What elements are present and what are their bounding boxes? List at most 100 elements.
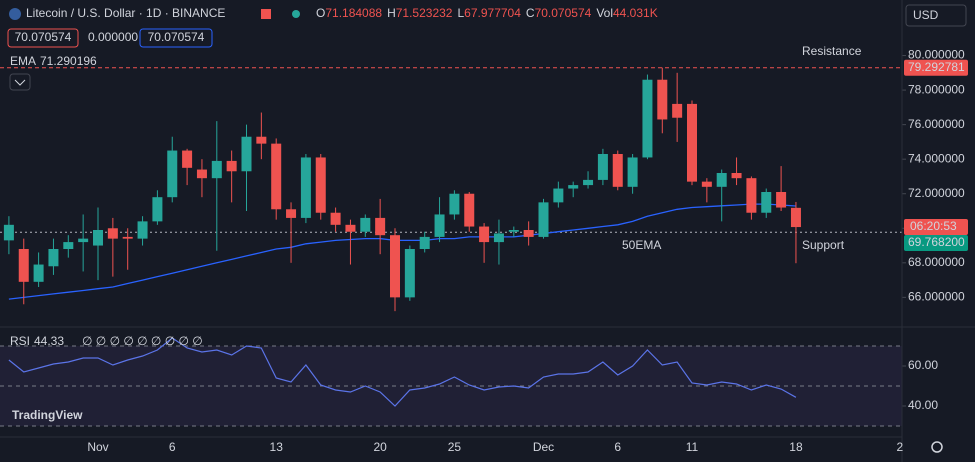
candle-body <box>211 160 222 179</box>
candle-body <box>568 185 579 189</box>
candle-body <box>345 224 356 232</box>
resistance-annotation: Resistance <box>802 44 862 58</box>
candle-body <box>315 157 326 213</box>
candle-body <box>375 217 386 236</box>
candle-body <box>256 136 267 144</box>
ohlc-legend: O71.184088 H71.523232 L67.977704 C70.070574… <box>316 6 658 20</box>
low-value: 67.977704 <box>464 6 521 20</box>
x-tick-label: 2 <box>897 440 904 454</box>
candle-body <box>286 209 297 218</box>
candle-body <box>508 230 519 232</box>
candle-body <box>657 79 668 120</box>
ema-value: 71.290196 <box>40 54 97 68</box>
candle-body <box>746 178 757 213</box>
candle-body <box>493 233 504 243</box>
candle-body <box>167 150 178 198</box>
x-tick-label: 18 <box>789 440 803 454</box>
low-label: L <box>457 6 464 20</box>
candle-body <box>612 154 623 187</box>
candle-body <box>538 202 549 237</box>
sell-price: 70.070574 <box>15 30 72 44</box>
y-tick-label: 74.000000 <box>908 151 965 165</box>
support-price: 69.768200 <box>908 235 965 249</box>
buy-box[interactable] <box>139 28 213 48</box>
symbol-title: Litecoin / U.S. Dollar · 1D · BINANCE <box>26 6 225 20</box>
y-tick-label: 60.00 <box>908 358 938 372</box>
candle-body <box>449 193 460 215</box>
rsi-hidden-values: ∅ ∅ ∅ ∅ ∅ ∅ ∅ ∅ ∅ <box>82 334 203 348</box>
x-tick-label: 20 <box>373 440 387 454</box>
watermark: TradingView <box>12 408 83 422</box>
candle-body <box>196 169 207 179</box>
candle-body <box>687 103 697 182</box>
x-tick-label: 6 <box>614 440 621 454</box>
x-tick-label: Dec <box>533 440 554 454</box>
y-tick-label: 78.000000 <box>908 82 965 96</box>
y-tick-label: 66.000000 <box>908 290 965 304</box>
candle-body <box>553 188 564 203</box>
open-value: 71.184088 <box>325 6 382 20</box>
rsi-line <box>8 337 797 407</box>
coin-icon <box>9 8 21 20</box>
flag-icon[interactable] <box>261 9 271 19</box>
candle-body <box>226 160 237 172</box>
y-tick-label: 76.000000 <box>908 117 965 131</box>
collapse-icon <box>14 79 26 86</box>
candle-body <box>701 181 712 187</box>
candle-body <box>63 242 74 249</box>
status-dot <box>292 10 300 18</box>
volume-label: Vol <box>596 6 613 20</box>
x-tick-label: Nov <box>87 440 108 454</box>
candle-body <box>107 228 118 239</box>
candle-body <box>672 103 683 118</box>
candle-body <box>182 150 193 168</box>
candle-body <box>642 79 653 158</box>
candle-body <box>627 157 638 187</box>
candle-body <box>479 226 490 243</box>
candle-body <box>523 230 534 237</box>
candle-body <box>464 193 475 227</box>
countdown: 06:20:53 <box>910 219 957 233</box>
x-tick-label: 13 <box>270 440 284 454</box>
candle-body <box>241 136 252 172</box>
candle-body <box>597 154 608 180</box>
candle-body <box>761 192 772 213</box>
buy-price: 70.070574 <box>148 30 205 44</box>
candle-body <box>776 192 787 208</box>
collapse-button[interactable] <box>9 73 31 91</box>
support-tag <box>904 235 968 252</box>
x-tick-label: 6 <box>169 440 176 454</box>
volume-value: 44.031K <box>613 6 658 20</box>
countdown-tag <box>904 219 968 236</box>
candle-body <box>404 249 415 298</box>
high-value: 71.523232 <box>396 6 453 20</box>
y-tick-label: 80.000000 <box>908 48 965 62</box>
candle-body <box>716 173 727 187</box>
candle-body <box>93 230 103 246</box>
candle-body <box>790 207 801 228</box>
high-label: H <box>387 6 396 20</box>
resistance-price: 79.292781 <box>908 60 965 74</box>
candle-body <box>390 235 400 298</box>
support-annotation: Support <box>802 238 845 252</box>
candle-body <box>3 224 14 241</box>
sell-box[interactable] <box>7 28 79 48</box>
candle-body <box>434 214 445 237</box>
candle-body <box>122 236 133 239</box>
candle-body <box>419 236 430 249</box>
candle-body <box>78 238 89 243</box>
currency-dropdown[interactable] <box>905 4 967 27</box>
candle-body <box>152 197 163 222</box>
candle-body <box>137 221 148 239</box>
ema-label: EMA <box>10 54 36 68</box>
x-tick-label: 11 <box>686 440 699 454</box>
candle-body <box>48 249 59 267</box>
y-tick-label: 40.00 <box>908 398 938 412</box>
settings-icon[interactable] <box>931 441 943 453</box>
rsi-label: RSI <box>10 334 30 348</box>
ema-line <box>8 203 796 300</box>
open-label: O <box>316 6 325 20</box>
candle-body <box>583 179 594 186</box>
candle-body <box>18 249 29 282</box>
